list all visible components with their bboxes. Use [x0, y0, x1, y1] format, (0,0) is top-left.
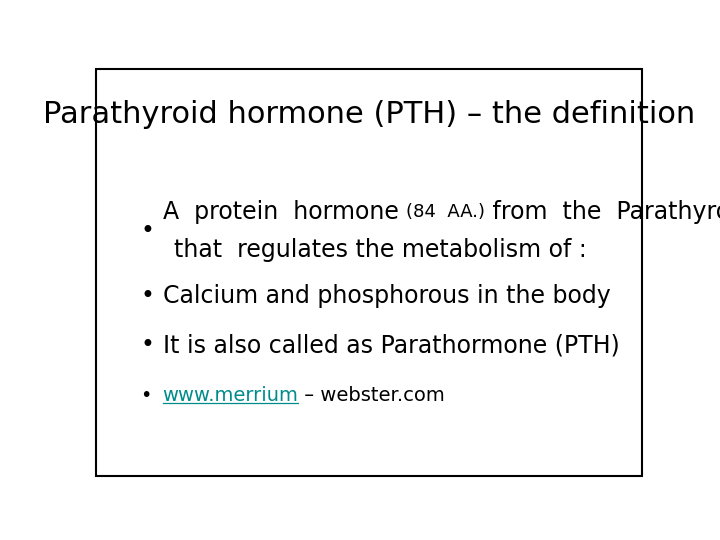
Text: (84  AA.): (84 AA.) — [406, 204, 485, 221]
Text: •: • — [140, 386, 152, 405]
Text: www.merrium: www.merrium — [163, 386, 298, 405]
Text: Calcium and phosphorous in the body: Calcium and phosphorous in the body — [163, 284, 611, 308]
Text: •: • — [140, 219, 154, 243]
Text: from  the  Parathyroid  gland: from the Parathyroid gland — [485, 200, 720, 225]
Text: •: • — [140, 284, 154, 308]
Text: A  protein  hormone: A protein hormone — [163, 200, 406, 225]
Text: – webster.com: – webster.com — [298, 386, 445, 405]
Text: that  regulates the metabolism of :: that regulates the metabolism of : — [174, 238, 587, 262]
Text: It is also called as Parathormone (PTH): It is also called as Parathormone (PTH) — [163, 334, 619, 357]
Text: •: • — [140, 334, 154, 357]
Text: Parathyroid hormone (PTH) – the definition: Parathyroid hormone (PTH) – the definiti… — [43, 100, 695, 129]
